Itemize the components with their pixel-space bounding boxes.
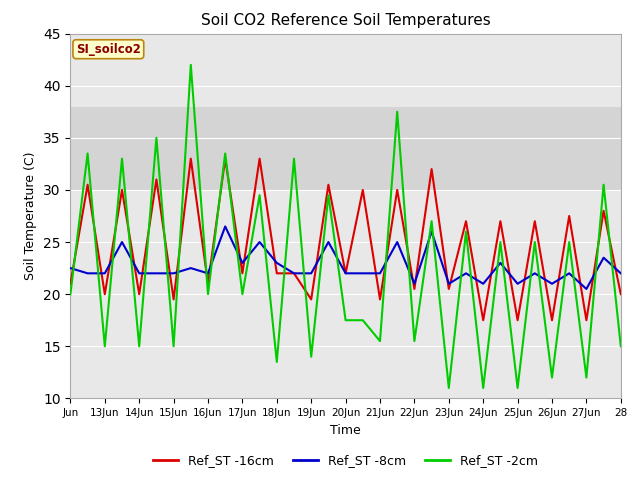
Text: SI_soilco2: SI_soilco2	[76, 43, 141, 56]
Y-axis label: Soil Temperature (C): Soil Temperature (C)	[24, 152, 38, 280]
X-axis label: Time: Time	[330, 424, 361, 437]
Bar	[70, 107, 621, 190]
Legend: Ref_ST -16cm, Ref_ST -8cm, Ref_ST -2cm: Ref_ST -16cm, Ref_ST -8cm, Ref_ST -2cm	[148, 449, 543, 472]
Title: Soil CO2 Reference Soil Temperatures: Soil CO2 Reference Soil Temperatures	[201, 13, 490, 28]
